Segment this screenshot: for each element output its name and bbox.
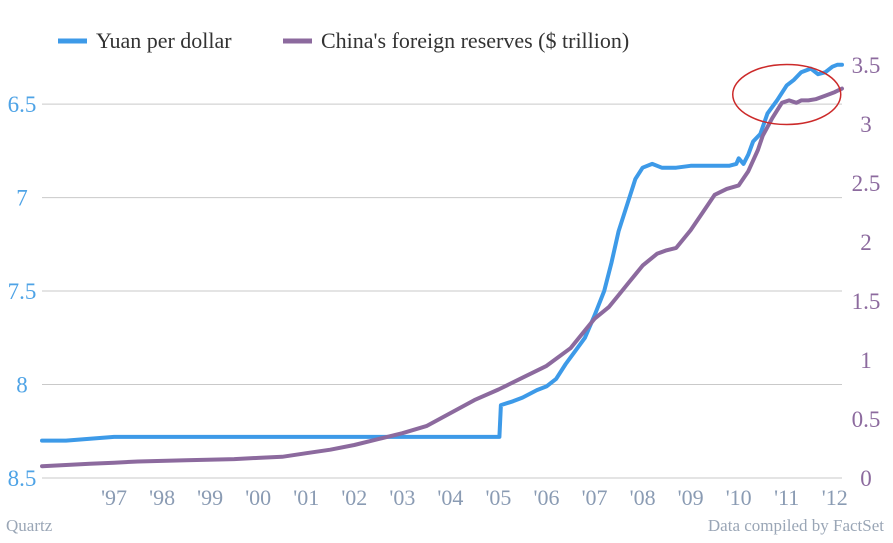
x-tick-label: '10: [726, 485, 752, 510]
x-tick-label: '99: [197, 485, 223, 510]
right-tick-label: 2: [860, 230, 872, 255]
x-tick-label: '02: [341, 485, 367, 510]
left-tick-label: 8: [16, 373, 28, 398]
highlight-ellipse: [731, 63, 842, 126]
x-tick-label: '98: [149, 485, 175, 510]
x-tick-label: '00: [245, 485, 271, 510]
x-tick-label: '09: [678, 485, 704, 510]
left-tick-label: 8.5: [8, 466, 37, 491]
x-tick-label: '12: [822, 485, 848, 510]
x-tick-label: '05: [485, 485, 511, 510]
grid: [42, 103, 842, 479]
x-tick-label: '01: [293, 485, 319, 510]
x-tick-label: '04: [437, 485, 463, 510]
left-tick-label: 6.5: [8, 92, 37, 117]
x-tick-label: '11: [774, 485, 799, 510]
series-line-yuan: [40, 62, 844, 443]
left-tick-label: 7.5: [8, 279, 37, 304]
right-tick-label: 0: [860, 466, 872, 491]
right-tick-label: 1: [860, 348, 872, 373]
x-tick-label: '97: [101, 485, 127, 510]
left-axis: 6.5 7 7.5 8 8.5: [8, 92, 37, 491]
right-tick-label: 3.5: [852, 53, 881, 78]
right-tick-label: 1.5: [852, 289, 881, 314]
x-tick-label: '06: [534, 485, 560, 510]
legend-label-reserves: China's foreign reserves ($ trillion): [321, 28, 629, 53]
annotations: [731, 63, 842, 126]
x-tick-label: '08: [630, 485, 656, 510]
series-line-reserves: [40, 86, 844, 469]
legend-label-yuan: Yuan per dollar: [96, 28, 232, 53]
right-tick-label: 0.5: [852, 407, 881, 432]
x-axis: '97 '98 '99 '00 '01 '02 '03 '04 '05 '06 '07 '08 '09 '…: [101, 485, 848, 510]
legend: Yuan per dollar China's foreign reserves…: [58, 28, 629, 53]
right-tick-label: 2.5: [852, 171, 881, 196]
source-label: Quartz: [6, 516, 53, 535]
left-tick-label: 7: [16, 186, 28, 211]
x-tick-label: '03: [389, 485, 415, 510]
right-axis: 0 0.5 1 1.5 2 2.5 3 3.5: [852, 53, 881, 491]
credit-label: Data compiled by FactSet: [708, 516, 884, 535]
x-tick-label: '07: [582, 485, 608, 510]
series: [40, 62, 844, 469]
right-tick-label: 3: [860, 112, 872, 137]
